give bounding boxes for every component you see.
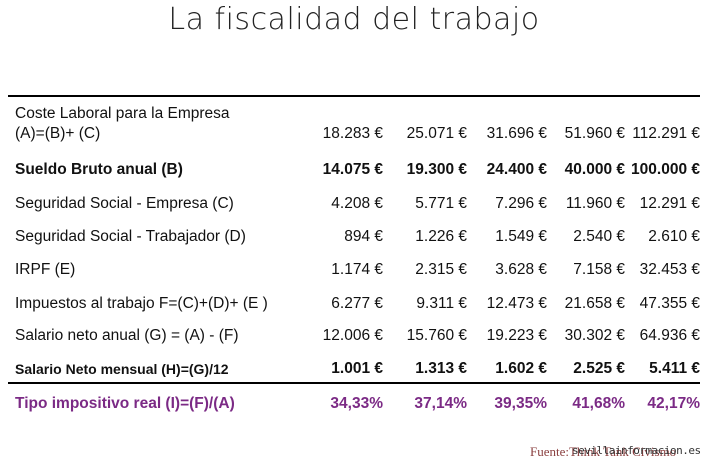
table-cell: 12.291 € [639, 195, 700, 212]
table-cell: 64.936 € [639, 327, 700, 344]
row-label: Seguridad Social - Trabajador (D) [15, 228, 246, 245]
table-row-tipo-impositivo: Tipo impositivo real (I)=(F)/(A) 34,33% … [8, 394, 700, 414]
table-cell: 41,68% [572, 395, 625, 412]
table-row-sueldo-bruto: Sueldo Bruto anual (B) 14.075 € 19.300 €… [8, 160, 700, 180]
table-cell: 6.277 € [331, 295, 383, 312]
table-cell: 112.291 € [632, 125, 700, 142]
table-cell: 32.453 € [639, 261, 700, 278]
table-cell: 1.549 € [495, 228, 547, 245]
table-cell: 1.226 € [415, 228, 467, 245]
row-label-line1: Coste Laboral para la Empresa [15, 105, 230, 122]
table-cell: 2.525 € [573, 360, 625, 377]
table-cell: 11.960 € [565, 195, 625, 212]
watermark-text: sevillainformacion.es [572, 444, 701, 457]
table-row-irpf: IRPF (E) 1.174 € 2.315 € 3.628 € 7.158 €… [8, 260, 700, 280]
table-cell: 30.302 € [564, 327, 625, 344]
table-cell: 15.760 € [406, 327, 467, 344]
table-cell: 14.075 € [322, 161, 383, 178]
table-cell: 9.311 € [416, 295, 467, 312]
row-label: Coste Laboral para la Empresa (A)=(B)+ (… [8, 104, 304, 144]
table-cell: 19.223 € [486, 327, 547, 344]
table-row-coste-laboral: Coste Laboral para la Empresa (A)=(B)+ (… [8, 104, 700, 144]
table-cell: 24.400 € [486, 161, 547, 178]
table-cell: 5.411 € [649, 360, 700, 377]
table-cell: 31.696 € [486, 125, 547, 142]
table-cell: 2.540 € [573, 228, 625, 245]
table-row-impuestos: Impuestos al trabajo F=(C)+(D)+ (E ) 6.2… [8, 294, 700, 314]
table-cell: 2.315 € [415, 261, 467, 278]
page-title: La fiscalidad del trabajo [168, 2, 540, 37]
table-cell: 51.960 € [564, 125, 625, 142]
table-cell: 47.355 € [639, 295, 700, 312]
row-label: Salario neto anual (G) = (A) - (F) [15, 327, 239, 344]
table-cell: 2.610 € [648, 228, 700, 245]
table-cell: 18.283 € [322, 125, 383, 142]
table-row-ss-trabajador: Seguridad Social - Trabajador (D) 894 € … [8, 227, 700, 247]
table-cell: 4.208 € [331, 195, 383, 212]
table-row-salario-neto-anual: Salario neto anual (G) = (A) - (F) 12.00… [8, 326, 700, 346]
source-caption: Fuente:Think Tank Civismo [530, 444, 677, 459]
table-cell: 37,14% [414, 395, 467, 412]
row-label: Sueldo Bruto anual (B) [15, 161, 183, 178]
table-cell: 25.071 € [406, 125, 467, 142]
row-label: IRPF (E) [15, 261, 76, 278]
row-label: Impuestos al trabajo F=(C)+(D)+ (E ) [15, 295, 268, 312]
table-cell: 7.158 € [573, 261, 625, 278]
table-cell: 1.602 € [495, 360, 547, 377]
row-label: Tipo impositivo real (I)=(F)/(A) [15, 395, 235, 412]
table-cell: 3.628 € [495, 261, 547, 278]
table-cell: 12.473 € [486, 295, 547, 312]
table-cell: 21.658 € [564, 295, 625, 312]
table-cell: 1.313 € [415, 360, 467, 377]
table-cell: 39,35% [494, 395, 547, 412]
table-cell: 40.000 € [564, 161, 625, 178]
table-cell: 894 € [344, 228, 383, 245]
table-cell: 5.771 € [415, 195, 467, 212]
table-cell: 1.001 € [331, 360, 383, 377]
table-top-rule [8, 95, 700, 97]
table-cell: 100.000 € [631, 161, 700, 178]
table-row-ss-empresa: Seguridad Social - Empresa (C) 4.208 € 5… [8, 194, 700, 214]
table-cell: 7.296 € [495, 195, 547, 212]
row-label: Salario Neto mensual (H)=(G)/12 [15, 361, 229, 377]
table-cell: 12.006 € [322, 327, 383, 344]
table-cell: 42,17% [647, 395, 700, 412]
table-row-salario-neto-mensual: Salario Neto mensual (H)=(G)/12 1.001 € … [8, 359, 700, 379]
table-divider-rule [8, 382, 700, 384]
table-cell: 34,33% [330, 395, 383, 412]
table-cell: 1.174 € [331, 261, 383, 278]
row-label-line2: (A)=(B)+ (C) [15, 125, 101, 142]
table-cell: 19.300 € [406, 161, 467, 178]
row-label: Seguridad Social - Empresa (C) [15, 195, 234, 212]
